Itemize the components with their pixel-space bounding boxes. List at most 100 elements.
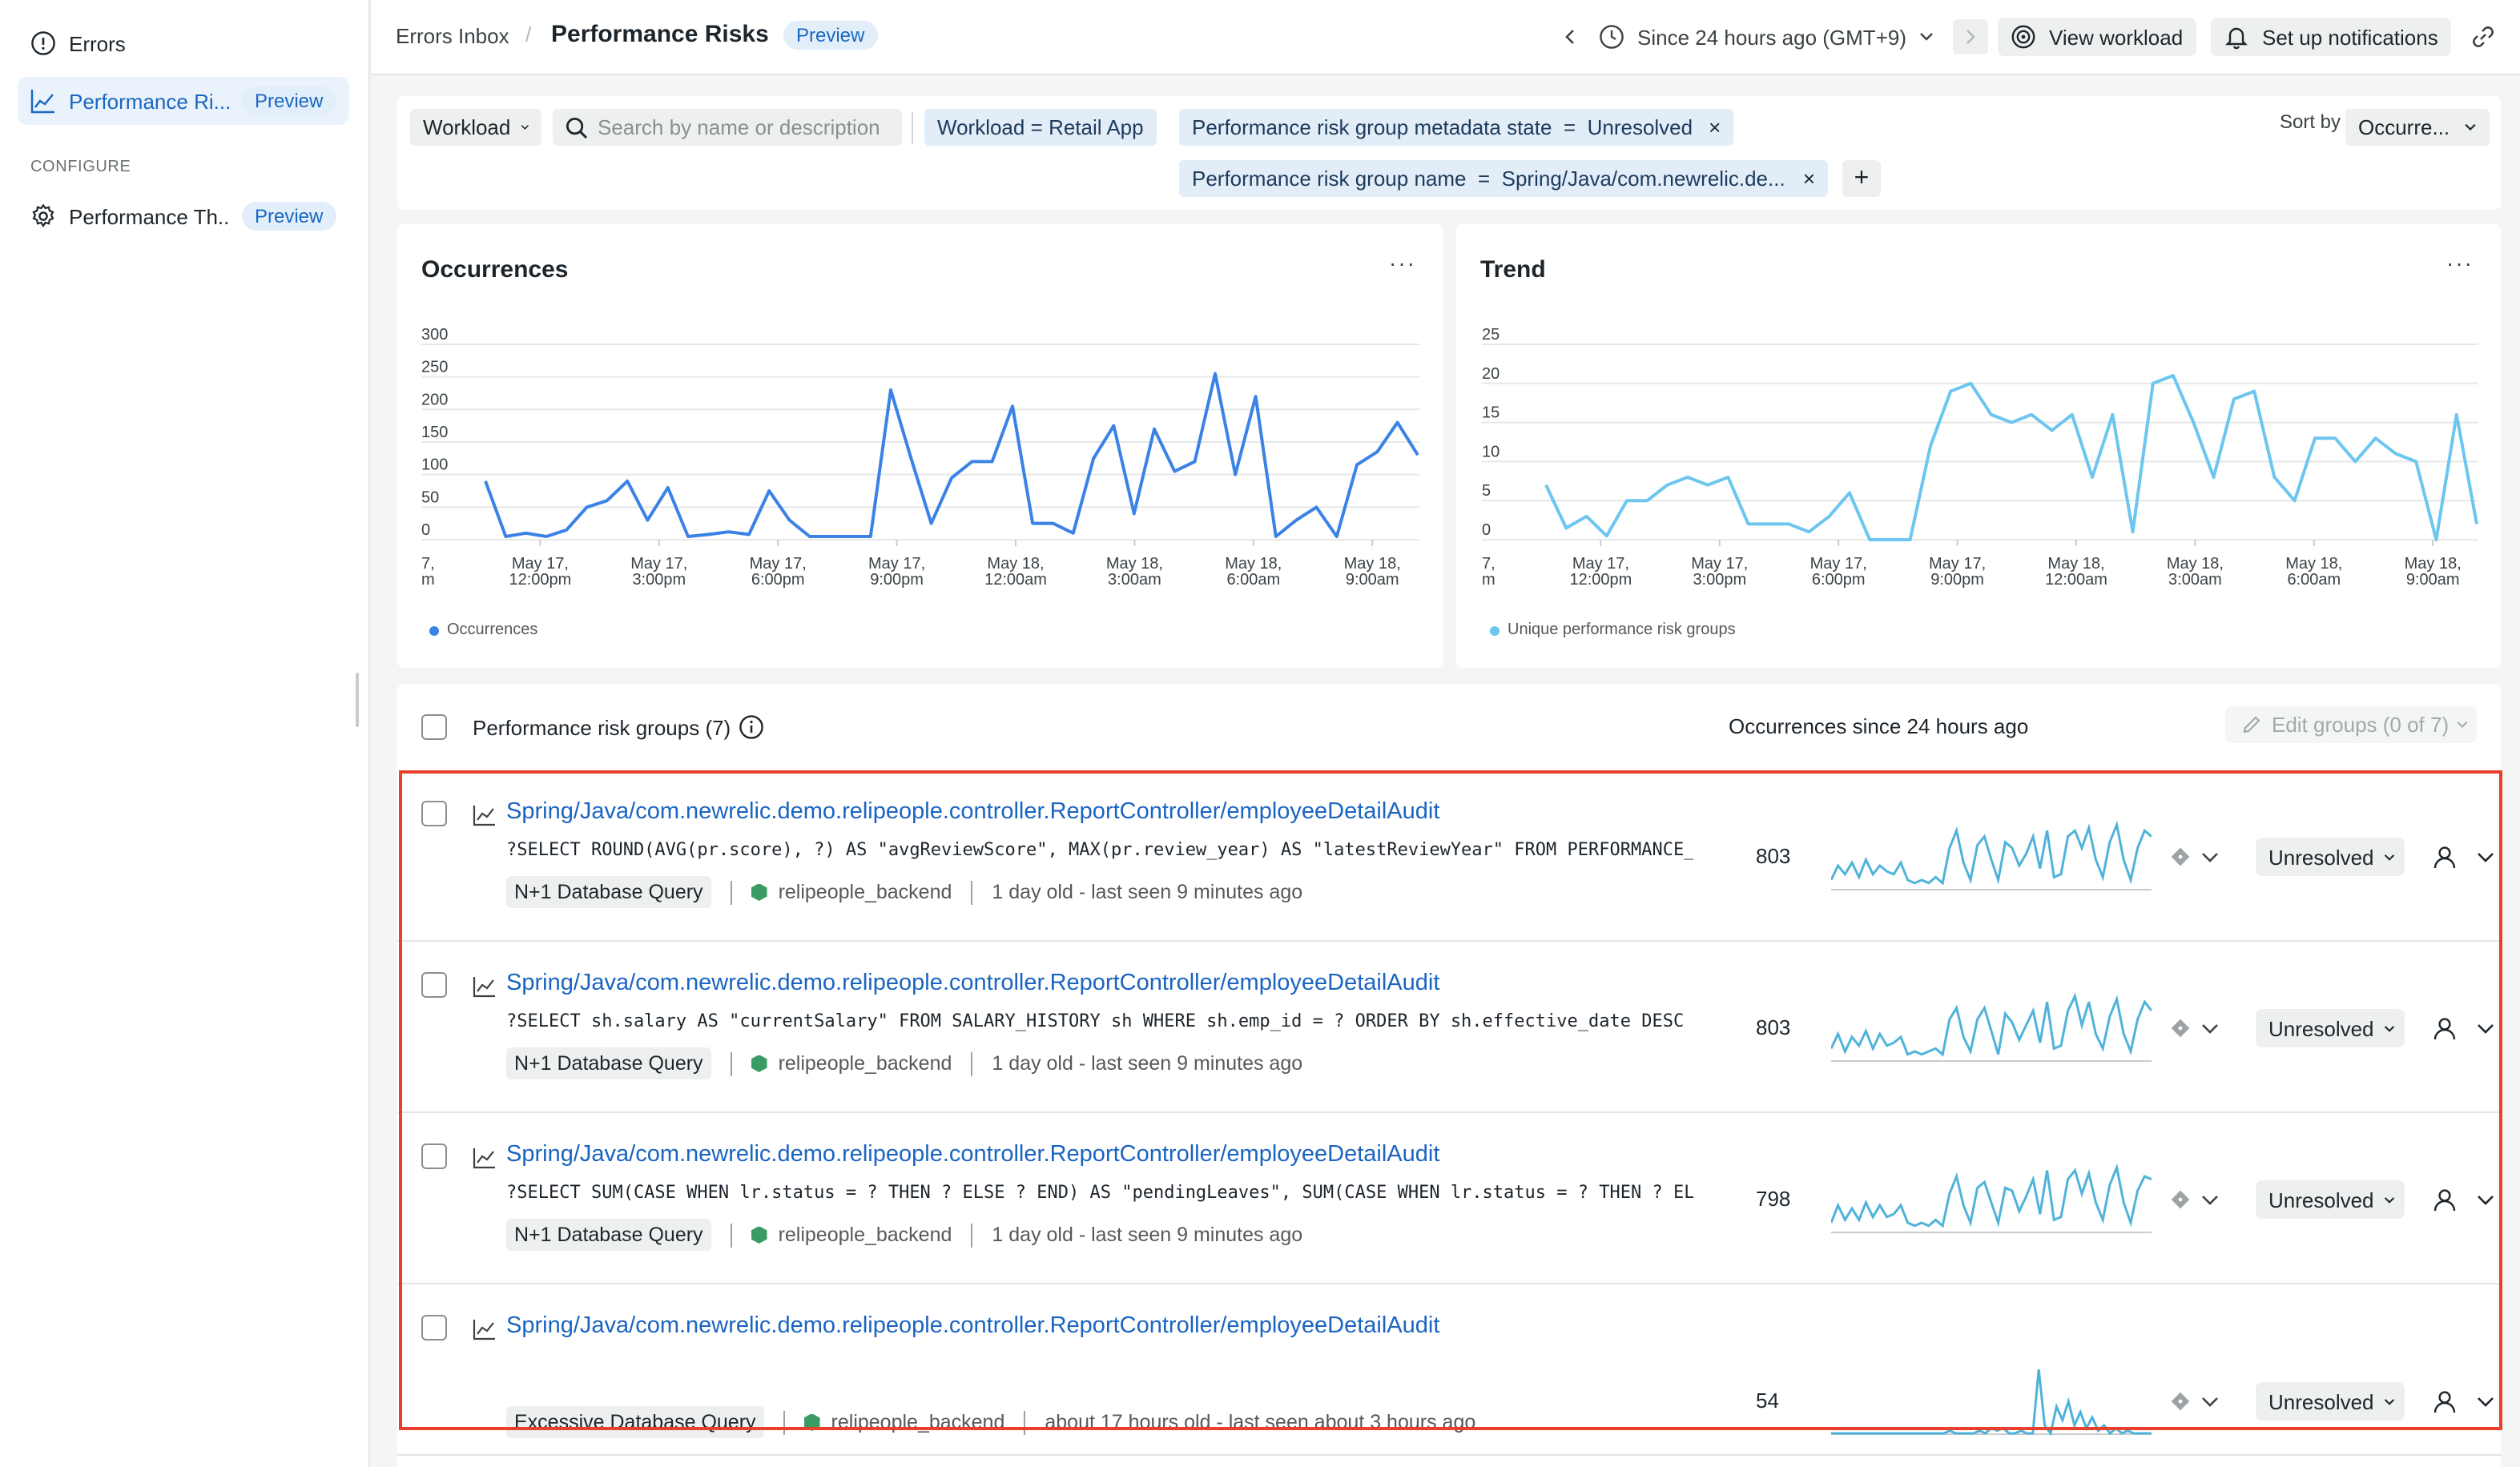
row-age: 1 day old - last seen 9 minutes ago bbox=[992, 1224, 1303, 1246]
filter-chip-state[interactable]: Performance risk group metadata state = … bbox=[1179, 109, 1734, 146]
sidebar-item-label: Performance Th... bbox=[69, 204, 229, 228]
sidebar-item-errors[interactable]: Errors bbox=[18, 19, 126, 67]
row-entity[interactable]: relipeople_backend bbox=[778, 1224, 952, 1246]
status-dropdown[interactable]: Unresolved bbox=[2256, 1009, 2405, 1047]
view-workload-label: View workload bbox=[2049, 25, 2184, 49]
x-tick-label: 6:00pm bbox=[751, 571, 805, 589]
sort-select[interactable]: Occurre... bbox=[2345, 109, 2490, 146]
chevron-right-icon[interactable] bbox=[1953, 19, 1988, 54]
chevron-left-icon[interactable] bbox=[1564, 25, 1576, 49]
edit-groups-button[interactable]: Edit groups (0 of 7) bbox=[2225, 706, 2477, 743]
sort-select-value: Occurre... bbox=[2358, 115, 2450, 139]
y-tick-label: 50 bbox=[421, 488, 439, 506]
sidebar-item-label: Performance Ri... bbox=[69, 89, 229, 113]
close-icon[interactable]: × bbox=[1802, 167, 1815, 191]
row-title-link[interactable]: Spring/Java/com.newrelic.demo.relipeople… bbox=[506, 1142, 1440, 1168]
status-dropdown[interactable]: Unresolved bbox=[2256, 1382, 2405, 1421]
sidebar-item-performance-thresholds[interactable]: Performance Th... Preview bbox=[18, 192, 349, 240]
breadcrumb[interactable]: Errors Inbox bbox=[396, 24, 509, 48]
row-checkbox[interactable] bbox=[421, 801, 447, 826]
status-dropdown[interactable]: Unresolved bbox=[2256, 838, 2405, 876]
chevron-down-icon bbox=[2202, 1023, 2218, 1033]
sidebar-resize-handle[interactable] bbox=[356, 673, 359, 727]
row-type-tag: N+1 Database Query bbox=[506, 1219, 711, 1251]
sidebar-section-label: CONFIGURE bbox=[30, 159, 131, 176]
row-sparkline bbox=[1831, 1163, 2152, 1233]
info-icon[interactable] bbox=[739, 714, 764, 740]
y-tick-label: 100 bbox=[421, 456, 448, 474]
chevron-down-icon bbox=[2384, 1196, 2394, 1203]
entity-status-icon bbox=[751, 1226, 767, 1244]
select-all-checkbox[interactable] bbox=[421, 714, 447, 740]
link-icon[interactable] bbox=[2470, 24, 2496, 50]
divider bbox=[971, 880, 973, 904]
x-tick-label: 3:00pm bbox=[1693, 571, 1746, 589]
time-picker[interactable]: Since 24 hours ago (GMT+9) bbox=[1564, 19, 1988, 54]
row-title-link[interactable]: Spring/Java/com.newrelic.demo.relipeople… bbox=[506, 971, 1440, 996]
gear-icon bbox=[30, 203, 56, 229]
row-query: ?SELECT ROUND(AVG(pr.score), ?) AS "avgR… bbox=[506, 839, 1693, 860]
x-tick-label: 6:00am bbox=[2287, 571, 2341, 589]
table-row[interactable]: Spring/Java/com.newrelic.demo.relipeople… bbox=[397, 770, 2501, 942]
x-tick-label: May 17, bbox=[1691, 555, 1748, 573]
x-tick-label: May 18, bbox=[2047, 555, 2104, 573]
divider bbox=[912, 112, 913, 144]
row-entity[interactable]: relipeople_backend bbox=[778, 881, 952, 903]
x-tick-label: 3:00pm bbox=[632, 571, 686, 589]
priority-menu[interactable] bbox=[2169, 1188, 2219, 1211]
filter-chip-group-name[interactable]: Performance risk group name = Spring/Jav… bbox=[1179, 160, 1828, 197]
y-tick-label: 200 bbox=[421, 391, 448, 408]
row-age: 1 day old - last seen 9 minutes ago bbox=[992, 1052, 1303, 1075]
table-row[interactable]: Spring/Java/com.newrelic.demo.relipeople… bbox=[397, 1284, 2501, 1456]
priority-menu[interactable] bbox=[2169, 1390, 2219, 1413]
x-tick-label: May 17, bbox=[1929, 555, 1986, 573]
divider bbox=[730, 880, 732, 904]
legend-label: Occurrences bbox=[447, 621, 538, 639]
line-chart-icon bbox=[473, 977, 495, 998]
add-filter-button[interactable]: + bbox=[1842, 160, 1881, 197]
sparkline-series bbox=[1831, 992, 2152, 1057]
view-workload-button[interactable]: View workload bbox=[1998, 18, 2196, 56]
status-label: Unresolved bbox=[2268, 1188, 2374, 1212]
row-checkbox[interactable] bbox=[421, 972, 447, 998]
priority-menu[interactable] bbox=[2169, 846, 2219, 868]
x-tick-label: m bbox=[421, 571, 435, 589]
more-menu-icon[interactable]: ··· bbox=[2446, 250, 2474, 275]
x-tick-label: May 18, bbox=[2405, 555, 2462, 573]
priority-menu[interactable] bbox=[2169, 1017, 2219, 1039]
row-entity[interactable]: relipeople_backend bbox=[778, 1052, 952, 1075]
table-row[interactable]: Spring/Java/com.newrelic.demo.relipeople… bbox=[397, 1113, 2501, 1284]
breadcrumb-separator: / bbox=[525, 22, 532, 46]
sidebar-item-performance-risks[interactable]: Performance Ri... Preview bbox=[18, 77, 349, 125]
x-tick-label: 12:00pm bbox=[1569, 571, 1632, 589]
chip-value: Unresolved bbox=[1587, 115, 1693, 139]
row-entity[interactable]: relipeople_backend bbox=[831, 1411, 1005, 1433]
status-dropdown[interactable]: Unresolved bbox=[2256, 1180, 2405, 1219]
chevron-down-icon bbox=[2384, 1398, 2394, 1405]
table-row[interactable]: Spring/Java/com.newrelic.demo.relipeople… bbox=[397, 942, 2501, 1113]
row-checkbox[interactable] bbox=[421, 1315, 447, 1340]
sparkline-series bbox=[1831, 1369, 2152, 1437]
workload-select[interactable]: Workload bbox=[410, 109, 541, 146]
x-tick-label: May 18, bbox=[987, 555, 1044, 573]
chip-op: = bbox=[1563, 115, 1576, 139]
assignee-menu[interactable] bbox=[2432, 1187, 2494, 1212]
close-icon[interactable]: × bbox=[1709, 115, 1721, 139]
set-up-notifications-button[interactable]: Set up notifications bbox=[2211, 18, 2451, 56]
priority-diamond-icon bbox=[2171, 1392, 2190, 1411]
search-input[interactable]: Search by name or description bbox=[553, 109, 902, 146]
chip-key: Performance risk group metadata state bbox=[1192, 115, 1552, 139]
row-title-link[interactable]: Spring/Java/com.newrelic.demo.relipeople… bbox=[506, 1313, 1440, 1339]
chevron-down-icon bbox=[2478, 852, 2494, 862]
assignee-menu[interactable] bbox=[2432, 1015, 2494, 1041]
legend-swatch bbox=[1490, 625, 1500, 635]
filter-chip-workload[interactable]: Workload = Retail App bbox=[924, 109, 1157, 146]
row-type-tag: Excessive Database Query bbox=[506, 1406, 764, 1438]
row-checkbox[interactable] bbox=[421, 1143, 447, 1169]
assignee-menu[interactable] bbox=[2432, 844, 2494, 870]
row-sparkline bbox=[1831, 992, 2152, 1062]
assignee-menu[interactable] bbox=[2432, 1389, 2494, 1414]
chip-key: Workload bbox=[937, 115, 1025, 139]
row-title-link[interactable]: Spring/Java/com.newrelic.demo.relipeople… bbox=[506, 799, 1440, 825]
more-menu-icon[interactable]: ··· bbox=[1389, 250, 1416, 275]
